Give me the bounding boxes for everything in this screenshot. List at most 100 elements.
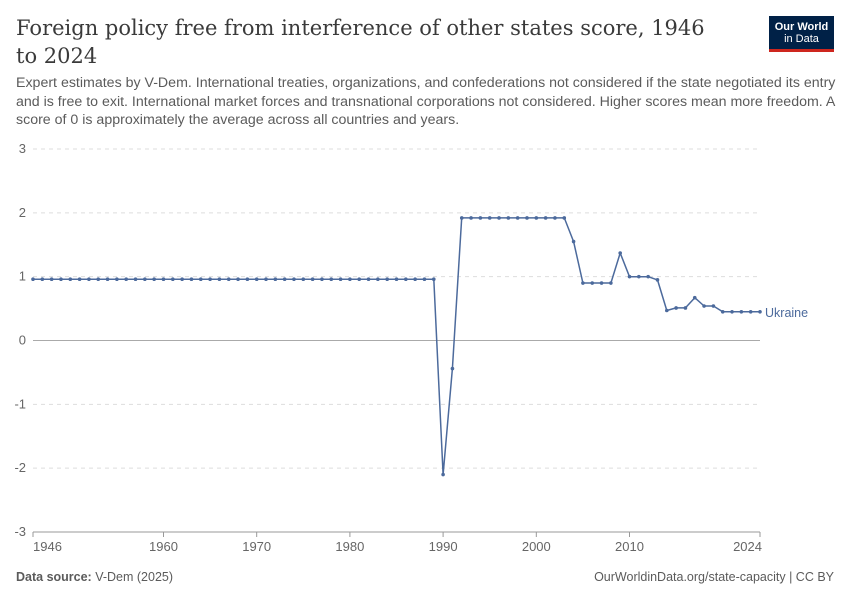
data-point — [674, 306, 678, 310]
logo-line-1: Our World — [774, 21, 829, 33]
data-point — [627, 274, 632, 279]
data-point — [711, 304, 716, 308]
data-point — [366, 277, 371, 282]
data-point — [96, 277, 101, 282]
y-tick-label: 3 — [19, 141, 26, 156]
data-point — [441, 472, 445, 477]
y-tick-label: 1 — [19, 269, 26, 284]
owid-logo[interactable]: Our World in Data — [769, 16, 834, 52]
data-point — [646, 274, 650, 279]
grid-layer — [33, 148, 760, 533]
data-point — [562, 216, 567, 220]
data-point — [236, 277, 240, 282]
data-point — [739, 309, 744, 314]
x-tick-label: 1946 — [33, 539, 62, 554]
data-point — [87, 277, 91, 282]
x-tick-label: 1980 — [335, 539, 364, 554]
x-tick-label: 1960 — [149, 539, 178, 554]
data-point — [292, 277, 296, 282]
data-point — [189, 277, 194, 282]
data-point — [385, 277, 389, 282]
axis-layer: -3 -2 -1 0 1 2 3 1946 1960 1970 1980 1990 2000 2010 20… — [14, 141, 762, 554]
data-point — [198, 277, 203, 282]
data-source-value[interactable]: V-Dem (2025) — [95, 570, 174, 584]
y-tick-label: 0 — [19, 333, 26, 348]
data-point — [282, 277, 287, 282]
data-point — [310, 277, 315, 282]
data-point — [599, 281, 604, 285]
series-label: Ukraine — [765, 306, 808, 320]
x-tick-label: 1970 — [242, 539, 271, 554]
data-point — [618, 251, 622, 255]
data-point — [683, 306, 688, 310]
data-point — [115, 277, 119, 282]
data-point — [105, 277, 110, 282]
series-layer: Ukraine — [31, 216, 808, 477]
data-point — [338, 277, 343, 282]
data-point — [692, 295, 697, 300]
data-source-label: Data source: — [16, 570, 92, 584]
data-point — [320, 277, 324, 282]
data-point — [450, 366, 455, 371]
data-point — [273, 277, 278, 282]
data-point — [459, 216, 464, 220]
data-point — [720, 309, 725, 314]
data-point — [68, 277, 73, 282]
data-point — [208, 277, 212, 282]
data-source: Data source: V-Dem (2025) — [16, 570, 173, 584]
data-point — [394, 277, 399, 282]
data-point — [497, 216, 501, 220]
data-point — [226, 277, 231, 282]
data-point — [161, 277, 166, 282]
data-point — [664, 308, 669, 313]
chart-subtitle: Expert estimates by V-Dem. International… — [16, 75, 836, 128]
x-tick-label: 1990 — [429, 539, 458, 554]
chart-title: Foreign policy free from interference of… — [16, 16, 705, 68]
data-point — [133, 277, 138, 282]
data-point — [478, 216, 483, 220]
data-point — [571, 239, 576, 244]
data-point — [581, 281, 585, 285]
data-point — [413, 277, 417, 282]
data-point — [329, 277, 334, 282]
data-point — [506, 216, 511, 220]
series-line-ukraine — [33, 217, 760, 476]
data-point — [534, 216, 539, 220]
data-point — [431, 277, 436, 282]
data-point — [245, 277, 250, 282]
data-point — [553, 216, 557, 220]
data-point — [254, 277, 259, 282]
data-point — [217, 277, 222, 282]
data-point — [171, 277, 175, 282]
data-point — [124, 277, 129, 282]
data-point — [77, 277, 82, 282]
data-point — [515, 216, 520, 220]
data-point — [637, 274, 641, 279]
data-point — [590, 281, 595, 285]
y-tick-label: -3 — [14, 524, 26, 539]
data-point — [49, 277, 54, 282]
footer-url[interactable]: OurWorldinData.org/state-capacity | CC B… — [594, 570, 834, 584]
data-point — [357, 277, 362, 282]
data-point — [422, 277, 427, 282]
data-point — [59, 277, 63, 282]
data-point — [404, 277, 408, 282]
data-point — [40, 277, 45, 282]
data-point — [31, 277, 35, 282]
y-tick-label: 2 — [19, 205, 26, 220]
data-point — [376, 277, 380, 282]
data-point — [758, 309, 762, 314]
data-point — [143, 277, 147, 282]
data-point — [264, 277, 268, 282]
logo-line-2: in Data — [784, 33, 819, 45]
x-tick-label: 2024 — [733, 539, 762, 554]
data-point — [609, 281, 613, 285]
x-tick-label: 2010 — [615, 539, 644, 554]
y-tick-label: -1 — [14, 396, 26, 411]
data-point — [730, 309, 734, 314]
y-tick-label: -2 — [14, 460, 26, 475]
data-point — [152, 277, 156, 282]
data-point — [487, 216, 492, 220]
data-point — [301, 277, 306, 282]
